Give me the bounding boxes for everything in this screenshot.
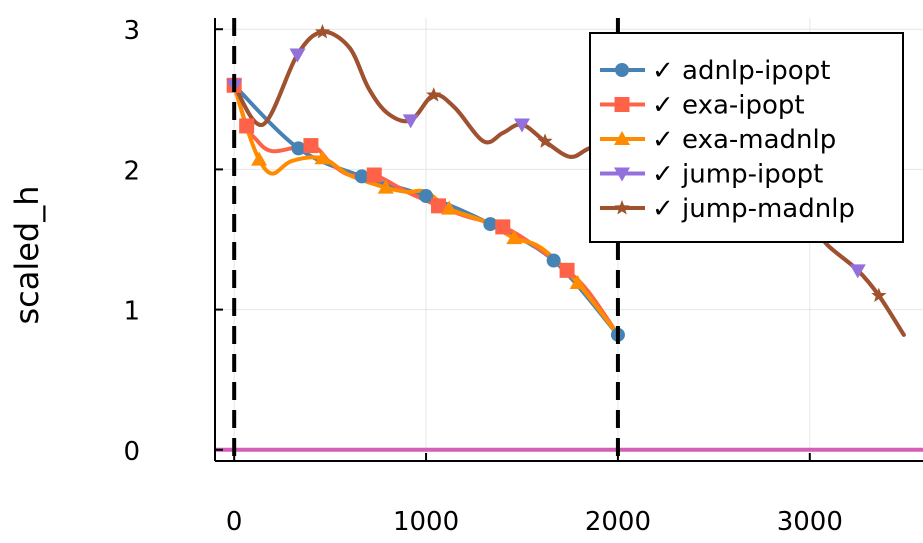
- series-marker-2: [314, 150, 331, 165]
- series-marker-1: [303, 138, 319, 154]
- y-tick-label: 3: [123, 16, 140, 46]
- legend-swatch-marker: [614, 97, 630, 112]
- series-line-2: [232, 83, 620, 337]
- series-marker-1: [366, 167, 382, 183]
- series-marker-3: [289, 48, 306, 63]
- series-marker-4: [537, 133, 553, 148]
- series-marker-2: [506, 230, 523, 245]
- series-marker-0: [546, 253, 561, 268]
- legend-swatch-marker: [614, 131, 630, 145]
- series-marker-2: [377, 179, 394, 194]
- series-marker-2: [251, 151, 268, 166]
- x-tick-label: 1000: [393, 507, 459, 537]
- series-marker-3: [513, 118, 530, 133]
- series-marker-3: [402, 114, 419, 129]
- legend-swatch-marker: [614, 200, 630, 215]
- y-tick-label: 0: [123, 437, 140, 467]
- axes: [214, 18, 923, 462]
- series-marker-1: [559, 262, 575, 278]
- series-marker-4: [871, 287, 887, 303]
- legend-entry-label: ✓ jump-madnlp: [652, 194, 855, 224]
- legend-swatch-marker: [615, 63, 629, 77]
- series-marker-1: [239, 118, 255, 134]
- tick-labels: 0 1000 2000 3000 0 1 2 3: [123, 16, 842, 537]
- legend: ✓ adnlp-ipopt ✓ exa-ipopt ✓ exa-madnlp ✓ ju…: [589, 32, 904, 243]
- series-marker-1: [495, 219, 511, 235]
- series-marker-0: [419, 189, 434, 204]
- y-tick-label: 1: [123, 297, 140, 327]
- series-marker-1: [431, 198, 447, 214]
- series-marker-0: [291, 141, 306, 156]
- series-marker-0: [354, 169, 369, 184]
- x-tick-label: 2000: [585, 507, 651, 537]
- series-marker-4: [426, 87, 442, 102]
- y-tick-label: 2: [123, 156, 140, 186]
- legend-entry-label: ✓ jump-ipopt: [652, 160, 823, 190]
- series-marker-4: [314, 24, 331, 39]
- x-tick-label: 3000: [777, 507, 843, 537]
- legend-entry-label: ✓ exa-ipopt: [652, 91, 805, 121]
- legend-entry-label: ✓ adnlp-ipopt: [652, 56, 830, 86]
- series-markers: [226, 24, 887, 342]
- y-axis-label: scaled_h: [8, 185, 46, 324]
- legend-swatch-marker: [614, 167, 630, 182]
- series-marker-2: [569, 274, 586, 289]
- series-marker-0: [483, 217, 498, 232]
- series-marker-3: [849, 264, 866, 279]
- legend-entry-label: ✓ exa-madnlp: [652, 125, 836, 155]
- series-marker-2: [441, 200, 458, 215]
- x-tick-label: 0: [226, 507, 243, 537]
